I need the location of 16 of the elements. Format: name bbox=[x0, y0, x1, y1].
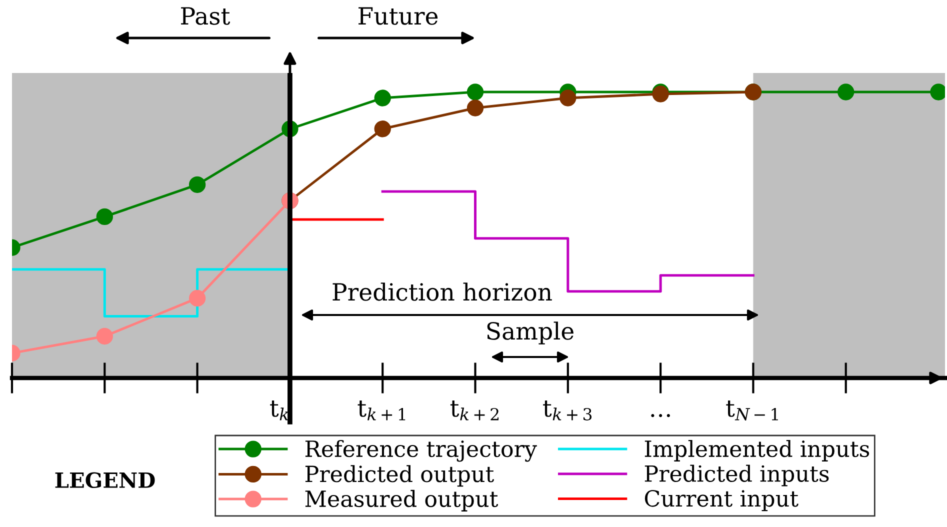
x-tick-label: t$_{N−1}$ bbox=[726, 400, 778, 420]
legend-label: Current input bbox=[644, 490, 798, 512]
text: Future bbox=[358, 7, 438, 25]
text: Past bbox=[181, 7, 230, 25]
legend-label: Predicted output bbox=[305, 465, 494, 487]
legend-label: Predicted inputs bbox=[644, 464, 829, 486]
x-tick-label: t$_{k+2}$ bbox=[450, 400, 498, 420]
x-tick-label: t$_{k+1}$ bbox=[358, 400, 406, 420]
text: LEGEND bbox=[55, 472, 155, 488]
legend-label: Reference trajectory bbox=[305, 440, 537, 462]
annotation: Prediction horizon bbox=[332, 282, 552, 301]
x-tick-label: t$_{k+3}$ bbox=[543, 400, 592, 420]
x-tick-label: … bbox=[651, 414, 670, 418]
annotation: Sample bbox=[487, 322, 574, 344]
legend-label: Implemented inputs bbox=[644, 440, 870, 462]
legend-label: Measured output bbox=[305, 490, 498, 512]
